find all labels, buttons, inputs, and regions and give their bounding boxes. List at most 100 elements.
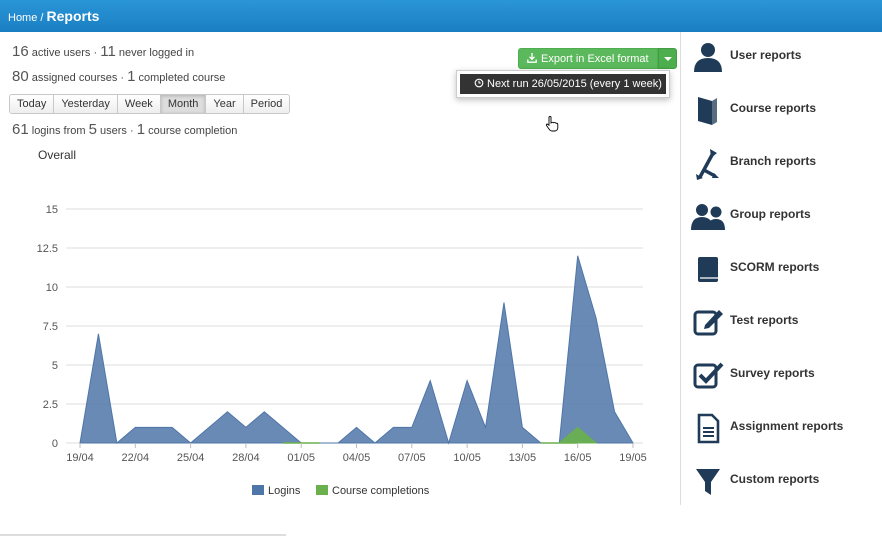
x-tick-label: 01/05 (287, 452, 315, 464)
sidebar-item-assignment-reports[interactable]: Assignment reports (681, 403, 882, 453)
range-button-period[interactable]: Period (243, 95, 290, 113)
active-users-label: active users · (28, 47, 101, 59)
sidebar-item-test-reports[interactable]: Test reports (681, 297, 882, 347)
user-stats: 16 active users · 11 never logged in (12, 43, 194, 60)
next-run-label: Next run 26/05/2015 (every 1 week) (487, 78, 662, 90)
sidebar-item-custom-reports[interactable]: Custom reports (681, 456, 882, 506)
legend-label[interactable]: Course completions (332, 485, 430, 497)
download-icon (527, 53, 537, 63)
data-point (448, 442, 450, 444)
data-point (356, 427, 358, 429)
sidebar-item-survey-reports[interactable]: Survey reports (681, 350, 882, 400)
data-point (135, 427, 137, 429)
y-tick-label: 10 (46, 282, 58, 294)
completed-courses-count: 1 (127, 68, 136, 85)
logins-label: logins from (28, 125, 89, 137)
data-point (374, 442, 376, 444)
y-tick-label: 0 (52, 438, 58, 450)
y-tick-label: 7.5 (43, 321, 58, 333)
data-point (577, 427, 579, 429)
chart-title: Overall (38, 148, 76, 162)
export-dropdown-toggle[interactable] (657, 48, 677, 69)
export-excel-button[interactable]: Export in Excel format (518, 48, 658, 69)
sidebar-item-user-reports[interactable]: User reports (681, 32, 882, 82)
assigned-courses-count: 80 (12, 68, 29, 85)
x-tick-label: 19/05 (619, 452, 647, 464)
range-button-year[interactable]: Year (206, 95, 244, 113)
sidebar-item-label: Test reports (730, 313, 799, 327)
sidebar-item-label: Group reports (730, 207, 811, 221)
mouse-cursor-icon (545, 116, 559, 132)
filter-icon (696, 469, 720, 495)
x-tick-label: 28/04 (232, 452, 260, 464)
history-icon (474, 78, 484, 88)
data-point (282, 427, 284, 429)
sidebar-item-group-reports[interactable]: Group reports (681, 191, 882, 241)
x-tick-label: 19/04 (66, 452, 94, 464)
main-content: 16 active users · 11 never logged in 80 … (0, 32, 680, 536)
breadcrumb-home[interactable]: Home (8, 12, 38, 24)
y-tick-label: 2.5 (43, 399, 58, 411)
sidebar-item-label: SCORM reports (730, 260, 820, 274)
never-logged-count: 11 (100, 43, 116, 60)
user-icon (694, 43, 722, 72)
x-tick-label: 25/04 (177, 452, 205, 464)
reports-sidebar: User reports Course reports Branch reports… (680, 32, 882, 505)
logins-count: 61 (12, 121, 29, 138)
data-point (577, 255, 579, 257)
assigned-courses-label: assigned courses · (28, 72, 128, 84)
users-label: users · (96, 125, 137, 137)
x-tick-label: 16/05 (564, 452, 592, 464)
data-point (264, 411, 266, 413)
data-point (245, 427, 247, 429)
edit-icon (693, 310, 723, 336)
data-point (595, 317, 597, 319)
breadcrumb: Home / Reports (8, 8, 99, 24)
range-button-today[interactable]: Today (10, 95, 55, 113)
next-run-menu-item[interactable]: Next run 26/05/2015 (every 1 week) (460, 74, 666, 94)
sidebar-item-label: Survey reports (730, 366, 815, 380)
branch-icon (696, 149, 719, 180)
range-button-week[interactable]: Week (117, 95, 161, 113)
data-point (466, 380, 468, 382)
breadcrumb-current: Reports (46, 8, 100, 24)
sidebar-item-course-reports[interactable]: Course reports (681, 85, 882, 135)
x-tick-label: 13/05 (509, 452, 537, 464)
x-tick-label: 10/05 (453, 452, 481, 464)
completed-courses-label: completed course (135, 72, 226, 84)
overall-chart: Overall 0 2.5 5 7.5 10 12.5 15 19/04 22/04 25/04… (37, 148, 647, 497)
data-point (153, 427, 155, 429)
range-button-month[interactable]: Month (160, 95, 207, 113)
legend-swatch (252, 485, 264, 495)
data-point (116, 442, 118, 444)
course-completion-count: 1 (136, 121, 146, 138)
login-stats: 61 logins from 5 users · 1 course comple… (12, 121, 237, 138)
group-icon (691, 204, 725, 230)
export-dropdown-menu: Next run 26/05/2015 (every 1 week) (456, 70, 670, 98)
legend-label[interactable]: Logins (268, 485, 301, 497)
export-label: Export in Excel format (541, 53, 649, 65)
sidebar-item-label: User reports (730, 48, 802, 62)
sidebar-item-label: Assignment reports (730, 419, 844, 433)
sidebar-item-scorm-reports[interactable]: SCORM reports (681, 244, 882, 294)
data-point (503, 302, 505, 304)
course-completion-label: course completion (145, 125, 238, 137)
range-button-yesterday[interactable]: Yesterday (54, 95, 118, 113)
data-point (522, 427, 524, 429)
data-point (411, 427, 413, 429)
data-point (614, 411, 616, 413)
book-icon (698, 97, 717, 125)
course-stats: 80 assigned courses · 1 completed course (12, 68, 225, 85)
series-area-logins (79, 255, 634, 445)
data-point (429, 380, 431, 382)
active-users-count: 16 (12, 43, 29, 60)
users-count: 5 (88, 121, 97, 138)
data-point (337, 442, 339, 444)
checkbox-icon (693, 362, 724, 389)
y-tick-label: 12.5 (37, 243, 58, 255)
sidebar-item-label: Course reports (730, 101, 817, 115)
top-bar: Home / Reports (0, 0, 882, 32)
data-point (485, 427, 487, 429)
sidebar-item-branch-reports[interactable]: Branch reports (681, 138, 882, 188)
never-logged-label: never logged in (115, 47, 195, 59)
